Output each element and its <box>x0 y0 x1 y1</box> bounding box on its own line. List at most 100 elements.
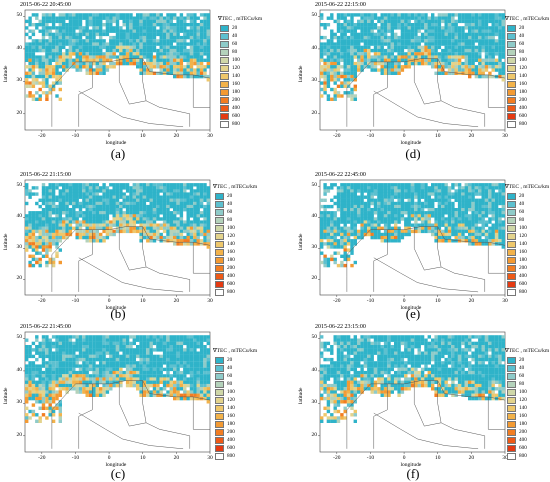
legend-swatch <box>215 437 224 444</box>
legend-title: ∇TEC , mTECu/km <box>218 16 263 22</box>
legend-label: 600 <box>519 113 527 119</box>
legend-swatch <box>507 289 516 296</box>
legend-swatch <box>215 209 224 216</box>
legend-label: 120 <box>519 65 527 71</box>
legend-label: 80 <box>232 49 238 55</box>
legend-swatch <box>507 413 516 420</box>
panel-a: 2015-06-22 20:45:00 (a) -20 -10 0 10 20 30 50 4… <box>0 0 275 161</box>
legend-label: 140 <box>519 241 527 247</box>
legend-label: 600 <box>232 113 240 119</box>
tec-map <box>318 331 506 454</box>
y-tick-label: 40 <box>16 213 23 220</box>
legend-title: ∇TEC , mTECu/km <box>505 184 550 190</box>
legend-swatch <box>507 453 516 460</box>
y-axis-label: latitude <box>298 65 304 83</box>
x-tick-label: 10 <box>139 133 146 139</box>
panel-timestamp: 2015-06-22 23:15:00 <box>315 324 366 330</box>
y-tick-label: 30 <box>16 399 23 406</box>
x-tick-label: 10 <box>139 455 146 461</box>
country-borders <box>346 226 506 293</box>
legend-swatch <box>507 389 516 396</box>
legend-swatch <box>215 257 224 264</box>
legend-label: 400 <box>519 437 527 443</box>
y-tick-label: 20 <box>16 275 23 282</box>
legend-label: 160 <box>519 81 527 87</box>
y-tick-label: 50 <box>16 182 23 189</box>
legend-swatch <box>507 97 516 104</box>
panel-timestamp: 2015-06-22 21:15:00 <box>20 172 71 178</box>
legend-label: 80 <box>227 381 233 387</box>
legend-swatch <box>220 25 229 32</box>
x-tick-label: -20 <box>38 133 46 139</box>
legend-swatch <box>215 421 224 428</box>
tec-cells <box>25 183 210 268</box>
y-tick-label: 50 <box>16 12 23 19</box>
legend-label: 20 <box>519 357 525 363</box>
x-tick-label: -20 <box>38 455 46 461</box>
legend-label: 140 <box>227 405 235 411</box>
legend-swatch <box>507 249 516 256</box>
legend-swatch <box>507 89 516 96</box>
legend-swatch <box>215 217 224 224</box>
legend-swatch <box>215 233 224 240</box>
legend-swatch <box>215 405 224 412</box>
x-tick-label: 20 <box>468 298 475 304</box>
y-tick-label: 30 <box>16 77 23 84</box>
legend-swatch <box>507 193 516 200</box>
legend-swatch <box>220 97 229 104</box>
x-tick-label: 0 <box>402 455 406 461</box>
panel-caption: (d) <box>405 146 421 161</box>
legend-swatch <box>215 413 224 420</box>
legend-swatch <box>220 65 229 72</box>
legend-label: 800 <box>519 289 527 295</box>
legend-swatch <box>215 225 224 232</box>
legend-label: 200 <box>227 429 235 435</box>
legend-label: 180 <box>227 257 235 263</box>
x-tick-label: -10 <box>366 133 375 139</box>
x-axis-label: longitude <box>400 305 422 311</box>
legend-swatch <box>215 357 224 364</box>
legend-swatch <box>507 49 516 56</box>
y-tick-label: 30 <box>16 244 23 251</box>
legend-swatch <box>507 373 516 380</box>
y-axis-label: latitude <box>3 233 9 250</box>
legend-swatch <box>215 365 224 372</box>
x-axis-label: longitude <box>105 462 127 468</box>
x-tick-label: 30 <box>502 298 508 304</box>
legend-label: 200 <box>519 265 527 271</box>
legend-label: 60 <box>227 209 233 215</box>
legend-label: 120 <box>519 397 527 403</box>
legend-swatch <box>215 453 224 460</box>
legend-label: 100 <box>519 225 527 231</box>
x-tick-label: 0 <box>402 133 406 139</box>
legend-label: 100 <box>232 57 240 63</box>
panel-caption: (e) <box>405 306 421 321</box>
country-borders <box>346 380 506 450</box>
legend-swatch <box>507 81 516 88</box>
legend-swatch <box>215 201 224 208</box>
legend-swatch <box>507 201 516 208</box>
x-tick-label: 20 <box>468 455 475 461</box>
legend-label: 60 <box>232 41 238 47</box>
y-tick-label: 20 <box>311 275 318 282</box>
legend-label: 80 <box>519 381 525 387</box>
legend-label: 80 <box>227 217 233 223</box>
y-tick-label: 30 <box>311 77 318 84</box>
legend-label: 400 <box>227 437 235 443</box>
legend-label: 600 <box>227 281 235 287</box>
legend-swatch <box>507 233 516 240</box>
panel-caption: (f) <box>406 466 420 481</box>
legend-label: 60 <box>227 373 233 379</box>
panel-caption: (c) <box>110 466 126 481</box>
panel-timestamp: 2015-06-22 22:15:00 <box>315 2 366 8</box>
legend-swatch <box>507 257 516 264</box>
panel-e: 2015-06-22 22:45:00 (e) -20 -10 0 10 20 30 50 4… <box>275 160 550 321</box>
x-tick-label: 20 <box>173 133 180 139</box>
legend-label: 120 <box>519 233 527 239</box>
legend-label: 800 <box>232 121 240 127</box>
legend-swatch <box>215 241 224 248</box>
x-tick-label: 0 <box>107 298 111 304</box>
legend-title: ∇TEC , mTECu/km <box>213 184 258 190</box>
x-tick-label: -10 <box>71 455 80 461</box>
legend-label: 80 <box>519 49 525 55</box>
